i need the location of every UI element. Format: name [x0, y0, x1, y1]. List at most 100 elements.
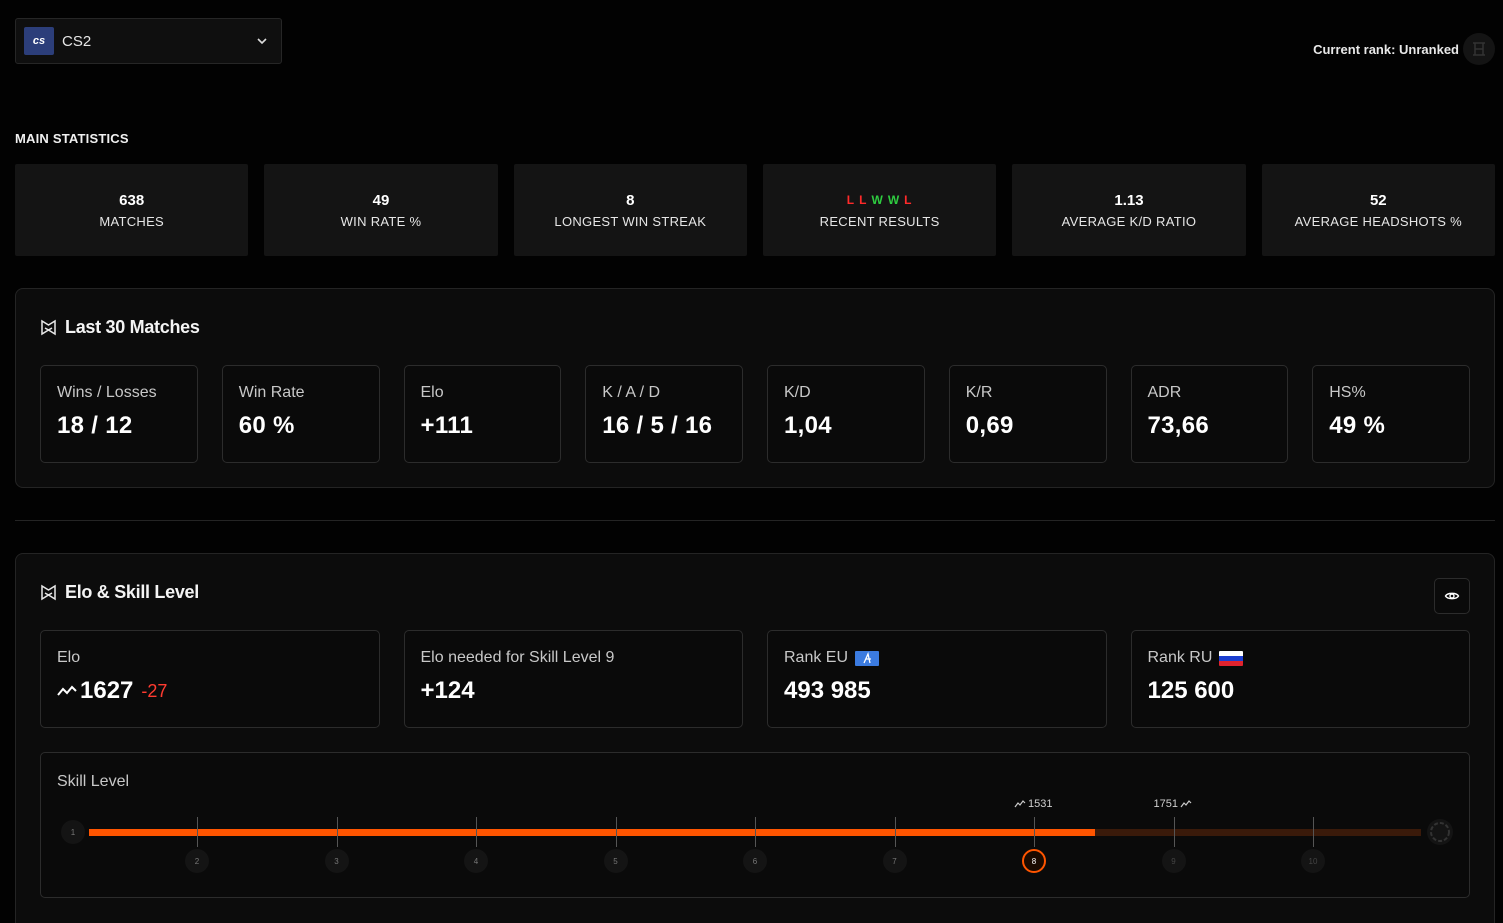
- stat-label: AVERAGE K/D RATIO: [1061, 214, 1197, 229]
- skill-level-title: Skill Level: [57, 773, 130, 790]
- rank-ru-card: Rank RU 125 600: [1130, 630, 1470, 728]
- trend-icon: [1180, 800, 1192, 808]
- elo-skill-header: Elo & Skill Level: [40, 582, 199, 603]
- stat-card-win-rate: 49 WIN RATE %: [264, 164, 498, 256]
- stat-card-kr: K/R 0,69: [948, 365, 1107, 463]
- stat-label: Wins / Losses: [57, 384, 157, 401]
- stat-label: LONGEST WIN STREAK: [554, 214, 707, 229]
- stat-label: RECENT RESULTS: [819, 214, 940, 229]
- next-level-elo: 1751: [1153, 798, 1178, 810]
- rank-eu-value: 493 985: [784, 677, 871, 704]
- stat-value: 52: [1369, 191, 1387, 209]
- section-divider: [15, 520, 1495, 521]
- elo-needed-value: +124: [420, 677, 475, 704]
- game-selector[interactable]: cs CS2: [15, 18, 282, 64]
- last-matches-title: Last 30 Matches: [65, 317, 200, 337]
- current-rank: Current rank: Unranked: [1313, 33, 1495, 65]
- skill-level-tick: [1173, 817, 1175, 847]
- last-matches-header: Last 30 Matches: [40, 317, 200, 338]
- stat-label: MATCHES: [99, 214, 165, 229]
- skill-level-tick: [1034, 817, 1035, 847]
- stat-value: 8: [626, 191, 635, 209]
- last-matches-stats: Wins / Losses 18 / 12 Win Rate 60 % Elo …: [40, 365, 1470, 463]
- stat-card-adr: ADR 73,66: [1130, 365, 1289, 463]
- current-rank-text: Current rank: Unranked: [1313, 41, 1459, 57]
- current-level-elo-marker: 1531: [1014, 798, 1052, 810]
- stat-card-elo: Elo +111: [403, 365, 562, 463]
- skill-level-icon: 7: [882, 849, 907, 873]
- elo-value: 1627: [80, 677, 134, 704]
- skill-level-icon: 4: [464, 849, 488, 873]
- result-badge: W: [871, 193, 884, 207]
- elo-skill-panel: Elo & Skill Level Elo 1627 -27 Elo neede…: [15, 553, 1495, 923]
- main-statistics: 638 MATCHES 49 WIN RATE % 8 LONGEST WIN …: [15, 164, 1495, 256]
- skill-level-tick: [755, 817, 756, 847]
- rank-eu-card: Rank EU 493 985: [767, 630, 1107, 728]
- skill-level-tick: [894, 817, 896, 847]
- skill-level-icon: 10: [1301, 849, 1325, 873]
- game-name: CS2: [62, 32, 92, 50]
- rank-icon: [1463, 33, 1495, 65]
- stat-label: WIN RATE %: [340, 214, 422, 229]
- result-badge: W: [887, 193, 901, 207]
- stat-value: 73,66: [1147, 412, 1210, 439]
- skill-level-tick: [197, 817, 198, 847]
- skill-level-icon: 8: [1022, 849, 1046, 873]
- result-badge: L: [846, 193, 856, 207]
- eye-icon: [1444, 592, 1460, 600]
- current-level-elo: 1531: [1028, 798, 1053, 810]
- skill-level-icon: 6: [743, 849, 767, 873]
- main-statistics-title: MAIN STATISTICS: [15, 131, 129, 146]
- rank-ru-label: Rank RU: [1147, 649, 1213, 666]
- stat-value: 49 %: [1329, 412, 1386, 439]
- skill-level-tick: [1313, 817, 1314, 847]
- stat-value: 49: [372, 191, 390, 209]
- visibility-toggle-button[interactable]: [1434, 578, 1470, 614]
- stat-label: K/R: [965, 384, 993, 401]
- stat-card-matches: 638 MATCHES: [15, 164, 249, 256]
- stat-value: 0,69: [965, 412, 1014, 439]
- skill-level-tick: [615, 817, 617, 847]
- result-badge: L: [859, 193, 868, 207]
- rank-ru-value: 125 600: [1147, 677, 1235, 704]
- faceit-icon: [41, 584, 56, 601]
- recent-results: L L W W L: [845, 191, 915, 209]
- stat-label: Win Rate: [238, 384, 305, 401]
- stat-value: 60 %: [238, 412, 295, 439]
- elo-label: Elo: [57, 649, 81, 666]
- elo-card: Elo 1627 -27: [40, 630, 380, 728]
- skill-level-icon: 2: [185, 849, 209, 873]
- max-level-icon: [1427, 819, 1453, 845]
- stat-value: 18 / 12: [57, 412, 133, 439]
- stat-card-longest-win-streak: 8 LONGEST WIN STREAK: [513, 164, 747, 256]
- stat-label: K/D: [784, 384, 811, 401]
- skill-level-card: Skill Level 1 1531 1751 2 3 4 5 6 7 8 9 10: [40, 752, 1470, 898]
- stat-card-wins-losses: Wins / Losses 18 / 12: [40, 365, 198, 463]
- stat-card-kd: K/D 1,04: [767, 365, 925, 463]
- rank-eu-label: Rank EU: [784, 649, 849, 666]
- stat-card-recent-results: L L W W L RECENT RESULTS: [762, 164, 997, 256]
- eu-flag-icon: [855, 650, 880, 666]
- skill-level-icon: 3: [324, 849, 349, 873]
- stat-card-win-rate: Win Rate 60 %: [221, 365, 380, 463]
- stat-value: 638: [119, 191, 145, 209]
- stat-label: K / A / D: [602, 384, 661, 401]
- stat-value: 16 / 5 / 16: [602, 412, 713, 439]
- cs-logo: cs: [24, 27, 54, 55]
- last-matches-panel: Last 30 Matches Wins / Losses 18 / 12 Wi…: [15, 288, 1495, 488]
- elo-needed-card: Elo needed for Skill Level 9 +124: [403, 630, 743, 728]
- stat-value: +111: [420, 412, 474, 439]
- skill-level-tick: [336, 817, 338, 847]
- stat-label: ADR: [1147, 384, 1182, 401]
- stat-card-kad: K / A / D 16 / 5 / 16: [585, 365, 743, 463]
- stat-card-average-headshots: 52 AVERAGE HEADSHOTS %: [1261, 164, 1495, 256]
- elo-stats: Elo 1627 -27 Elo needed for Skill Level …: [40, 630, 1470, 728]
- elo-value-row: 1627 -27: [57, 677, 363, 705]
- stat-label: HS%: [1329, 384, 1366, 401]
- stat-value: 1.13: [1114, 191, 1144, 209]
- rank-eu-label-row: Rank EU: [784, 649, 1090, 667]
- result-badge: L: [904, 193, 913, 207]
- skill-level-icon: 5: [603, 849, 628, 873]
- stat-label: AVERAGE HEADSHOTS %: [1294, 214, 1462, 229]
- elo-needed-label: Elo needed for Skill Level 9: [420, 649, 615, 666]
